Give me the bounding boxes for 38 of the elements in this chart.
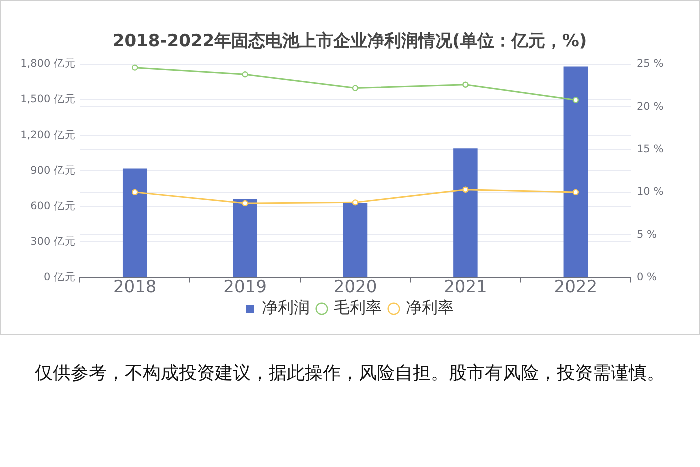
y-tick-label: 600 亿元 [30, 200, 76, 212]
point [132, 64, 138, 71]
y2-tick-label: 20 % [637, 100, 664, 113]
chart-title: 2018-2022年固态电池上市企业净利润情况(单位：亿元，%) [112, 32, 588, 52]
legend-label: 净利润 [262, 298, 310, 318]
point [132, 189, 138, 196]
point [462, 82, 469, 88]
legend-label: 毛利率 [334, 298, 382, 318]
y-tick-label: 1,800 亿元 [20, 58, 76, 70]
y-tick-label: 0 亿元 [44, 272, 76, 284]
y-tick-label: 1,500 亿元 [20, 94, 76, 106]
bar [122, 168, 148, 278]
x-tick-label: 2018 [113, 277, 157, 298]
x-tick-label: 2021 [444, 277, 488, 298]
y2-tick-label: 10 % [637, 186, 664, 198]
text: 仅供参考，不构成投资建议，据此操作，风险自担。股市有风险，投资需谨慎。 [34, 362, 666, 386]
bar [233, 200, 258, 278]
y-tick-label: 900 亿元 [30, 164, 76, 177]
y-tick-label: 300 亿元 [30, 236, 76, 248]
x-tick-label: 2019 [224, 277, 267, 298]
point [242, 72, 248, 78]
x-tick-label: 2020 [334, 277, 378, 298]
legend-label: 净利率 [406, 298, 454, 318]
y-tick-label: 1,200 亿元 [20, 129, 76, 142]
x-tick-label: 2022 [554, 277, 598, 298]
point [352, 200, 359, 206]
y2-tick-label: 25 % [637, 58, 664, 70]
y2-tick-label: 0 % [637, 272, 658, 284]
point [572, 189, 579, 196]
bar [454, 148, 478, 278]
point [352, 85, 359, 92]
point [572, 97, 579, 104]
y2-tick-label: 15 % [637, 143, 664, 156]
bar [564, 66, 588, 278]
bar [343, 203, 368, 278]
y2-tick-label: 5 % [637, 228, 658, 241]
point [242, 200, 248, 207]
point [462, 186, 469, 193]
